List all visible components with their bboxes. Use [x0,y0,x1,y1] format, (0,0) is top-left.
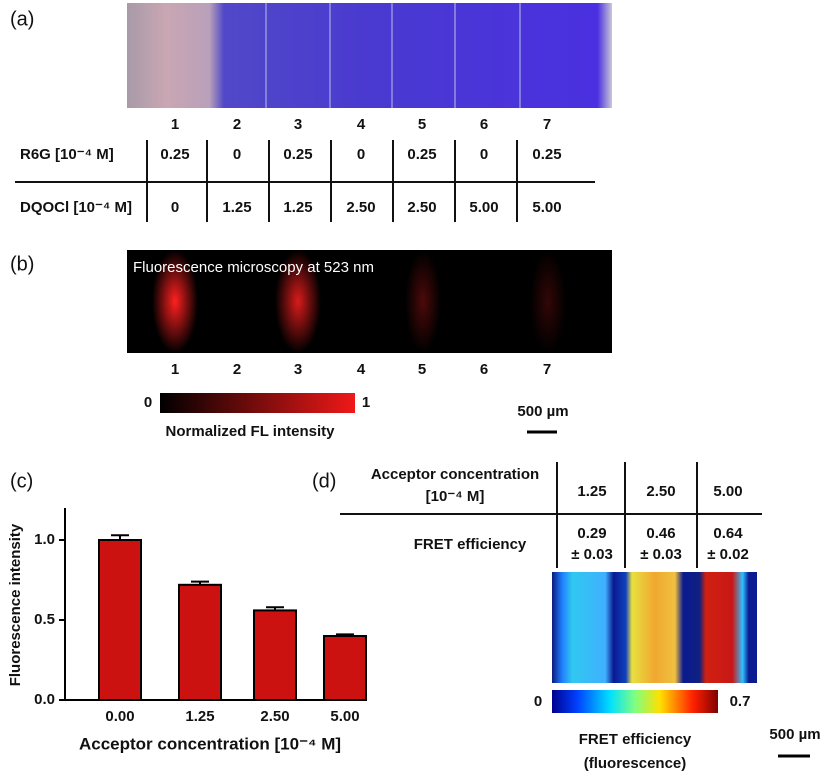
colorbar-max: 0.7 [730,693,751,710]
lane-number: 7 [543,116,551,133]
column-header: 1.25 [577,483,606,500]
cell: 5.00 [532,199,561,216]
cell: 0 [233,146,241,163]
row-label: FRET efficiency [414,536,527,553]
cell: ± 0.03 [571,546,613,563]
lane-number: 5 [418,116,426,133]
lane-number: 6 [480,361,488,378]
cell: 0.25 [532,146,561,163]
panel-label: (c) [10,470,33,492]
lane-number: 4 [357,361,366,378]
cell: 0.46 [646,525,675,542]
cell: ± 0.03 [640,546,682,563]
cell: 0.25 [407,146,436,163]
column-header: 2.50 [646,483,675,500]
table-header: [10⁻⁴ M] [426,488,485,505]
row-label: DQOCl [10⁻⁴ M] [20,199,132,216]
lane-number: 7 [543,361,551,378]
band [152,250,198,353]
cell: 1.25 [222,199,251,216]
x-tick-label: 1.25 [185,708,214,725]
x-tick-label: 0.00 [105,708,134,725]
colorbar [160,393,355,413]
cell: 0.25 [283,146,312,163]
lane-number: 2 [233,361,241,378]
cell: 1.25 [283,199,312,216]
bar [253,609,297,702]
cell: 0.29 [577,525,606,542]
band [275,250,321,353]
band [405,250,441,353]
colorbar-max: 1 [362,394,370,411]
cell: ± 0.02 [707,546,749,563]
scale-bar-label: 500 µm [517,403,568,420]
panel-label: (b) [10,253,34,275]
table-dividers [556,462,698,568]
lane-number: 6 [480,116,488,133]
cell: 2.50 [407,199,436,216]
lane-number: 4 [357,116,366,133]
y-tick-label: 0.0 [34,691,55,708]
bar [178,583,222,701]
cell: 0 [480,146,488,163]
cell: 2.50 [346,199,375,216]
x-tick-label: 2.50 [260,708,289,725]
lane-number: 1 [171,116,179,133]
panel-label: (a) [10,8,34,30]
colorbar-min: 0 [534,693,542,710]
cell: 0.64 [713,525,743,542]
lane-number: 3 [294,116,302,133]
lane-number: 2 [233,116,241,133]
lane-number: 3 [294,361,302,378]
row-label: R6G [10⁻⁴ M] [20,146,114,163]
colorbar-label: FRET efficiency [579,731,692,748]
cell: 0 [357,146,365,163]
bar [323,635,367,701]
x-tick-label: 5.00 [330,708,359,725]
cell: 5.00 [469,199,498,216]
panel-label: (d) [312,470,336,492]
fret-image [552,572,757,683]
cell: 0.25 [160,146,189,163]
table-header: Acceptor concentration [371,466,539,483]
colorbar-label: Normalized FL intensity [166,423,336,440]
bar [98,539,142,701]
scale-bar-label: 500 µm [769,726,820,743]
band [530,250,566,353]
lane-number: 1 [171,361,179,378]
y-tick-label: 1.0 [34,531,55,548]
colorbar-label: (fluorescence) [584,755,687,772]
lane-number: 5 [418,361,426,378]
y-axis-label: Fluorescence intensity [7,523,24,686]
colorbar [552,690,718,713]
cell: 0 [171,199,179,216]
caption: Fluorescence microscopy at 523 nm [133,259,374,276]
column-header: 5.00 [713,483,742,500]
photo-stripes [265,3,521,108]
colorbar-min: 0 [144,394,152,411]
x-axis-label: Acceptor concentration [10⁻⁴ M] [79,734,341,753]
y-tick-label: 0.5 [34,611,55,628]
photo [127,3,612,108]
